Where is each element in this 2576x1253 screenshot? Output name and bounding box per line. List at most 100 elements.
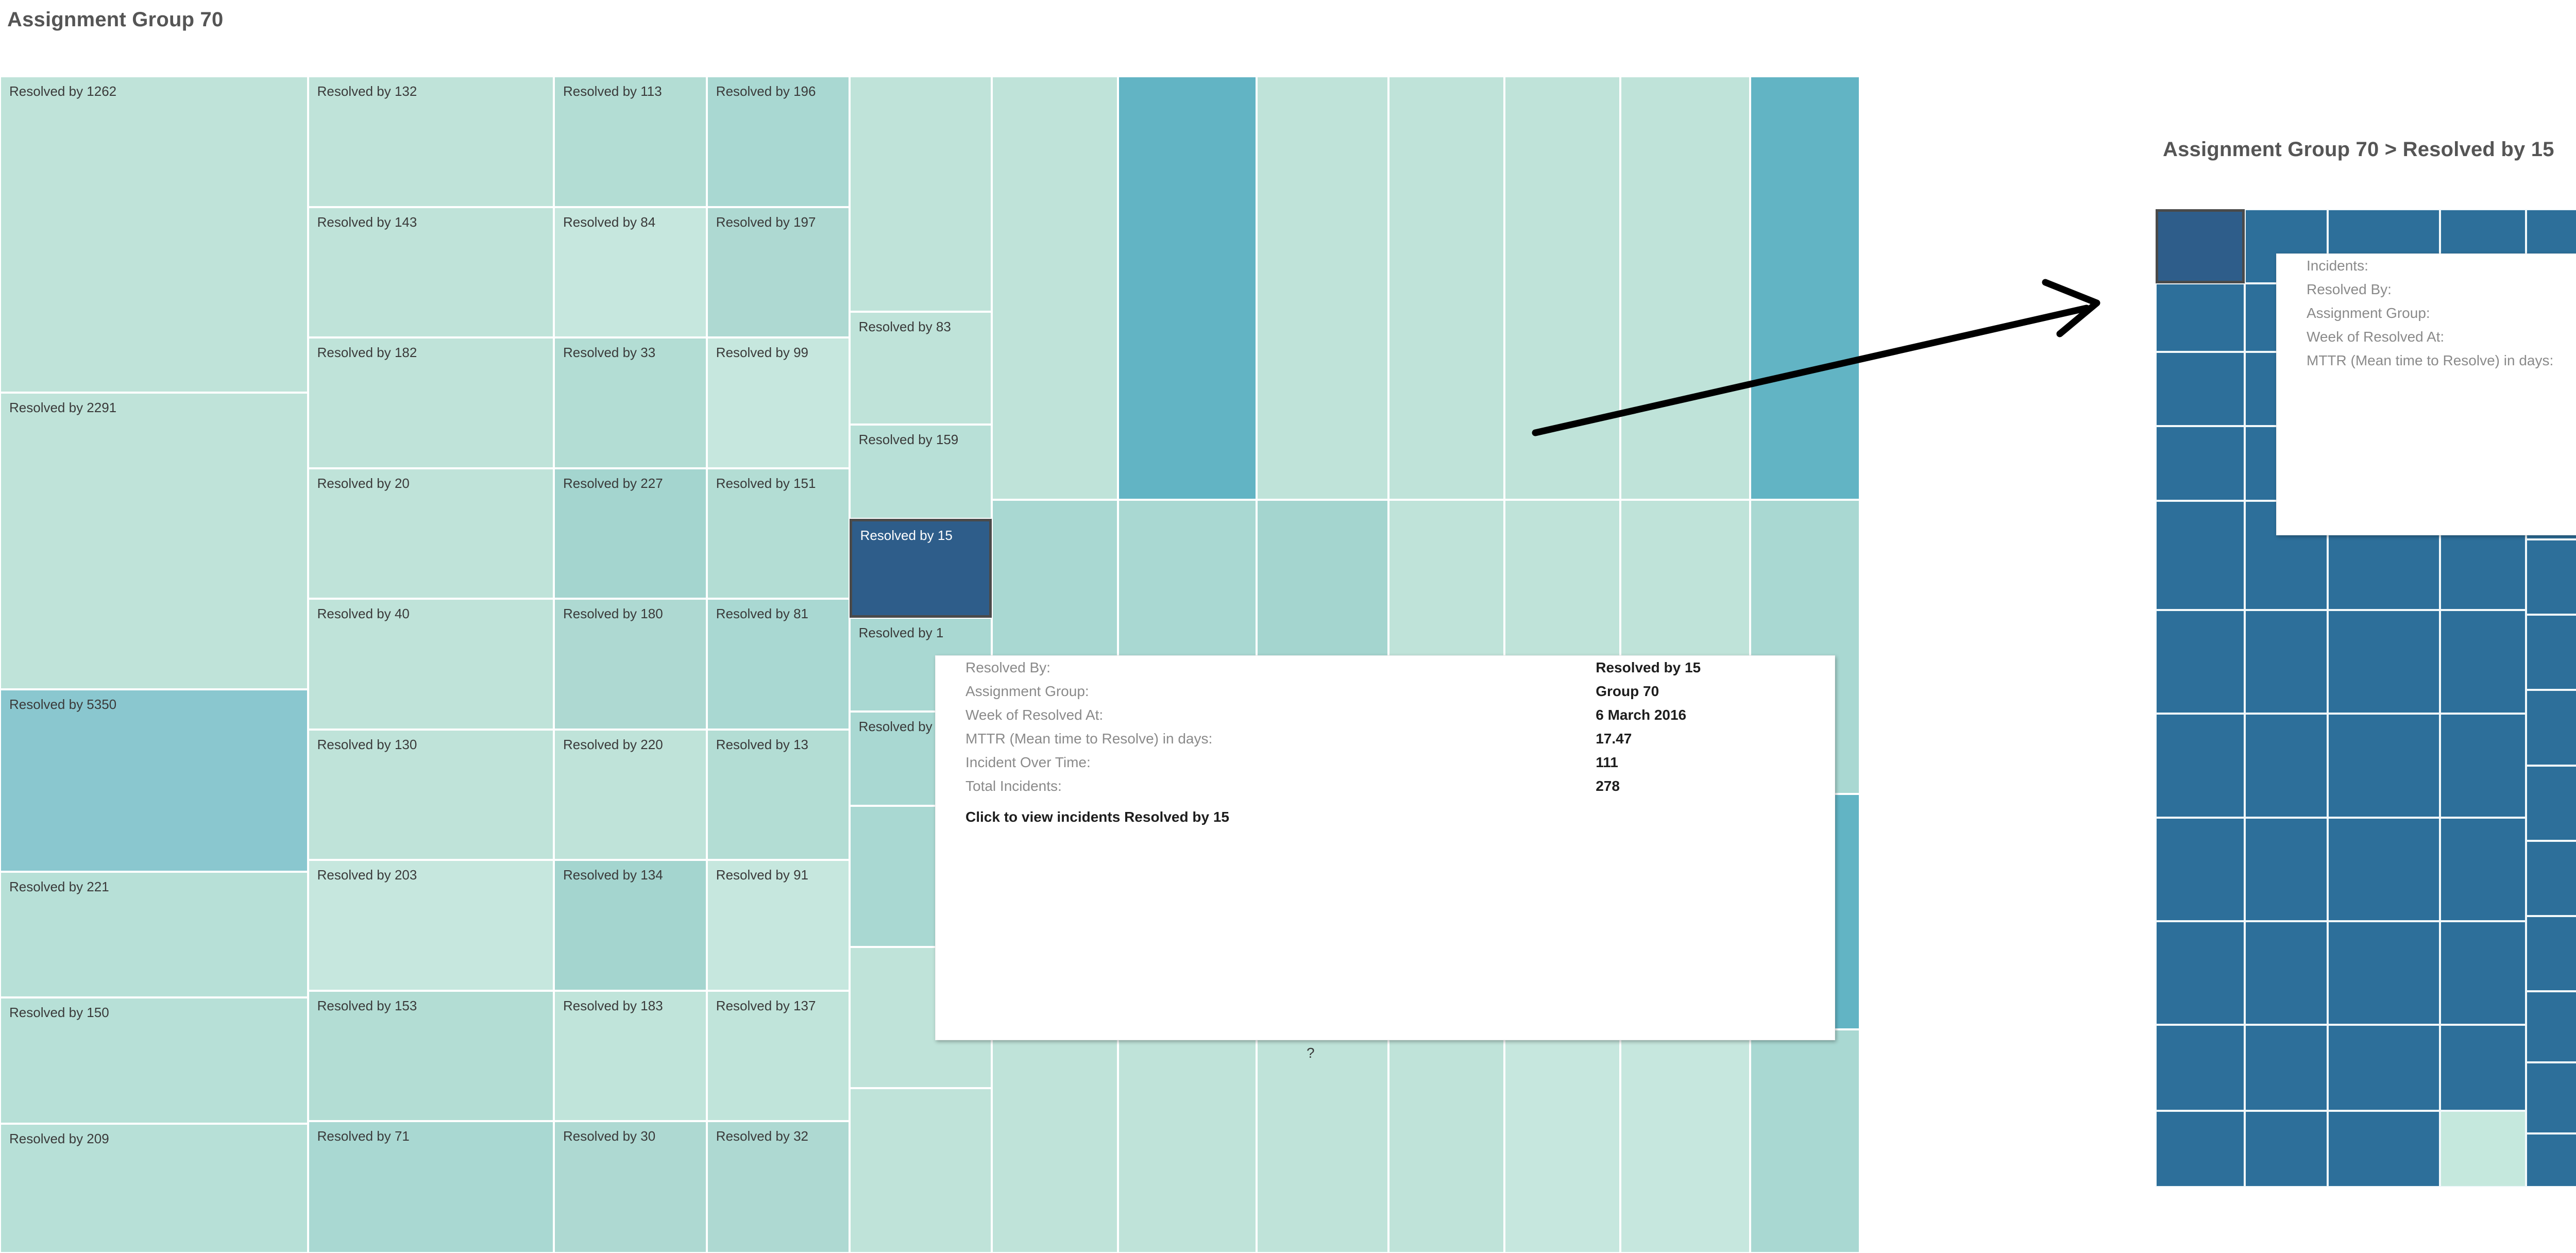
treemap-tile[interactable]: Resolved by 134: [553, 860, 707, 991]
incident-tile[interactable]: [2245, 817, 2328, 921]
treemap-tile[interactable]: Resolved by 227: [553, 468, 707, 599]
treemap-tile-selected[interactable]: Resolved by 15: [849, 518, 992, 618]
treemap-tile[interactable]: Resolved by 159: [849, 425, 992, 519]
treemap-tile[interactable]: Resolved by 143: [308, 207, 554, 338]
incident-tile[interactable]: [2327, 921, 2441, 1025]
treemap-tile[interactable]: [1388, 76, 1505, 500]
treemap-tile[interactable]: [1504, 1029, 1620, 1253]
treemap-tile-label: Resolved by 2291: [9, 400, 117, 416]
treemap-tile[interactable]: Resolved by 40: [308, 599, 554, 730]
incident-tile[interactable]: [2156, 426, 2245, 501]
incident-tile[interactable]: [2440, 1110, 2527, 1187]
treemap-tile[interactable]: [1118, 76, 1257, 500]
tooltip-row: Incident Over Time: 111: [936, 751, 1835, 774]
incident-tile[interactable]: [2156, 817, 2245, 921]
treemap-column: Resolved by 196 Resolved by 197 Resolved b…: [706, 76, 850, 1253]
treemap-tile[interactable]: Resolved by 5350: [0, 689, 308, 872]
incident-tile[interactable]: [2526, 840, 2576, 917]
treemap-tile[interactable]: Resolved by 32: [706, 1121, 850, 1253]
incident-tile[interactable]: [2245, 921, 2328, 1025]
treemap-tile[interactable]: Resolved by 99: [706, 337, 850, 468]
treemap-tile[interactable]: [849, 1088, 992, 1253]
tooltip-row-value: Group 70: [1596, 683, 1659, 699]
treemap-tile[interactable]: [1256, 1029, 1389, 1253]
treemap-tile[interactable]: Resolved by 137: [706, 990, 850, 1122]
incident-tile[interactable]: [2156, 1110, 2245, 1187]
incident-tile[interactable]: [2526, 1133, 2576, 1187]
incident-tile[interactable]: [2440, 1024, 2527, 1111]
incident-tile[interactable]: [2440, 610, 2527, 714]
treemap-tile[interactable]: Resolved by 13: [706, 729, 850, 860]
treemap-tile[interactable]: [992, 76, 1118, 500]
incident-tile[interactable]: [2245, 1024, 2328, 1111]
incident-tile[interactable]: [2440, 921, 2527, 1025]
treemap-tile[interactable]: [1750, 1029, 1860, 1253]
tooltip-row-key: Week of Resolved At:: [965, 707, 1104, 723]
incident-tile[interactable]: [2440, 817, 2527, 921]
treemap-tile[interactable]: Resolved by 84: [553, 207, 707, 338]
treemap-tile[interactable]: Resolved by 220: [553, 729, 707, 860]
treemap-tile[interactable]: Resolved by 91: [706, 860, 850, 991]
treemap-tile[interactable]: Resolved by 33: [553, 337, 707, 468]
treemap-tile[interactable]: Resolved by 151: [706, 468, 850, 599]
treemap-tile[interactable]: Resolved by 182: [308, 337, 554, 468]
tooltip-row-key: Incident Over Time:: [965, 754, 1091, 770]
left-treemap[interactable]: Resolved by 1262 Resolved by 2291 Resolved…: [0, 76, 1860, 1253]
treemap-tile[interactable]: [1256, 76, 1389, 500]
incident-tile[interactable]: [2327, 610, 2441, 714]
treemap-tile[interactable]: [1620, 1029, 1751, 1253]
incident-tile[interactable]: [2156, 500, 2245, 611]
treemap-tile[interactable]: Resolved by 209: [0, 1123, 308, 1253]
incident-tile[interactable]: [2526, 615, 2576, 690]
treemap-tile-label: Resolved by 209: [9, 1130, 109, 1146]
treemap-tile[interactable]: Resolved by 150: [0, 997, 308, 1124]
incident-tile[interactable]: [2156, 714, 2245, 818]
incident-tile[interactable]: [2526, 539, 2576, 615]
treemap-tile[interactable]: Resolved by 71: [308, 1121, 554, 1253]
incident-tile[interactable]: [2327, 817, 2441, 921]
treemap-tile[interactable]: Resolved by 30: [553, 1121, 707, 1253]
incident-tile[interactable]: [2156, 1024, 2245, 1111]
incident-tile[interactable]: [2245, 714, 2328, 818]
incident-tile[interactable]: [2327, 1110, 2441, 1187]
treemap-tile[interactable]: Resolved by 197: [706, 207, 850, 338]
incident-tile[interactable]: [2526, 916, 2576, 992]
treemap-tile[interactable]: Resolved by 196: [706, 76, 850, 207]
treemap-tile[interactable]: Resolved by 180: [553, 599, 707, 730]
treemap-tile[interactable]: [1750, 76, 1860, 500]
incident-tile[interactable]: [2156, 283, 2245, 352]
tooltip-row: Resolved By:Resolved by 15: [2277, 278, 2576, 301]
incident-tile[interactable]: [2245, 610, 2328, 714]
treemap-tile-label: Resolved by 130: [317, 736, 417, 752]
incident-tile[interactable]: [2440, 714, 2527, 818]
treemap-tile[interactable]: Resolved by 20: [308, 468, 554, 599]
incident-tile[interactable]: [2327, 1024, 2441, 1111]
treemap-tile[interactable]: Resolved by 2291: [0, 393, 308, 689]
treemap-tile[interactable]: Resolved by 83: [849, 311, 992, 425]
treemap-tile[interactable]: [1620, 76, 1751, 500]
incident-tile[interactable]: [2156, 610, 2245, 714]
incident-tile[interactable]: [2156, 352, 2245, 427]
treemap-tile[interactable]: Resolved by 153: [308, 990, 554, 1122]
incident-tile[interactable]: [2526, 690, 2576, 766]
incident-tile[interactable]: [2526, 765, 2576, 841]
treemap-tile[interactable]: [1388, 1029, 1505, 1253]
treemap-tile[interactable]: [992, 1029, 1118, 1253]
treemap-tile[interactable]: [849, 76, 992, 312]
treemap-tile[interactable]: Resolved by 221: [0, 871, 308, 998]
pointer-arrow: [1532, 279, 2100, 436]
treemap-tile[interactable]: Resolved by 203: [308, 860, 554, 991]
incident-tile[interactable]: [2526, 1062, 2576, 1133]
treemap-tile[interactable]: Resolved by 81: [706, 599, 850, 730]
treemap-tile[interactable]: Resolved by 132: [308, 76, 554, 207]
incident-tile-selected[interactable]: [2156, 209, 2245, 284]
treemap-tile[interactable]: Resolved by 113: [553, 76, 707, 207]
incident-tile[interactable]: [2327, 714, 2441, 818]
treemap-tile[interactable]: Resolved by 130: [308, 729, 554, 860]
incident-tile[interactable]: [2526, 991, 2576, 1062]
treemap-tile[interactable]: Resolved by 1262: [0, 76, 308, 393]
treemap-tile[interactable]: Resolved by 183: [553, 990, 707, 1122]
treemap-tile[interactable]: [1118, 1029, 1257, 1253]
incident-tile[interactable]: [2245, 1110, 2328, 1187]
incident-tile[interactable]: [2156, 921, 2245, 1025]
